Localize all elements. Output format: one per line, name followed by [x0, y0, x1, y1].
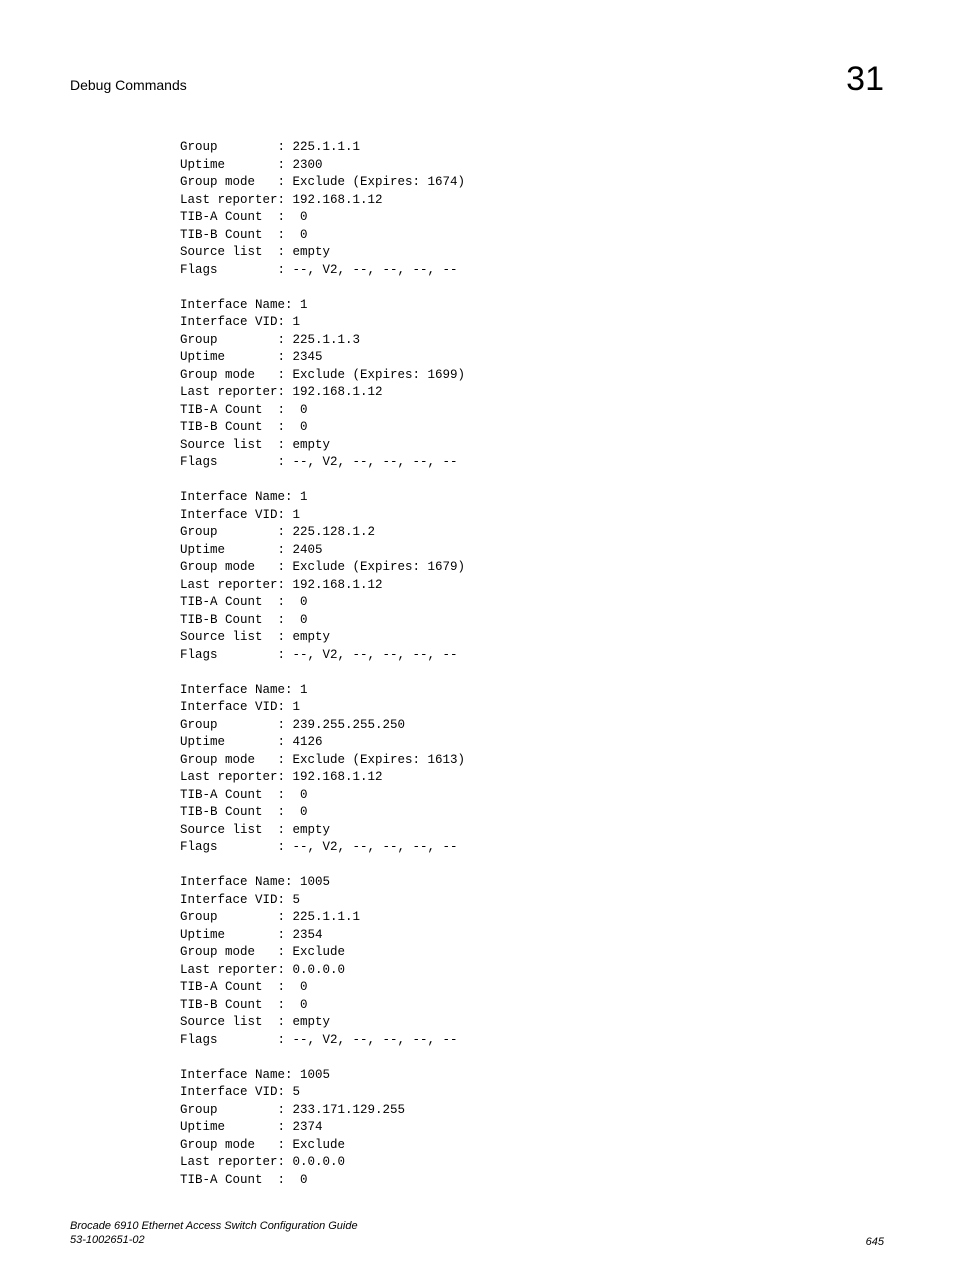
- page-header: Debug Commands 31: [70, 60, 884, 99]
- footer-doc-id: 53-1002651-02: [70, 1233, 358, 1247]
- page-number: 645: [866, 1236, 884, 1248]
- footer-doc-title: Brocade 6910 Ethernet Access Switch Conf…: [70, 1219, 358, 1233]
- terminal-output: Group : 225.1.1.1 Uptime : 2300 Group mo…: [180, 139, 884, 1189]
- header-title: Debug Commands: [70, 77, 187, 93]
- footer-doc-info: Brocade 6910 Ethernet Access Switch Conf…: [70, 1219, 358, 1248]
- page: Debug Commands 31 Group : 225.1.1.1 Upti…: [0, 0, 954, 1288]
- chapter-number: 31: [846, 60, 884, 99]
- page-footer: Brocade 6910 Ethernet Access Switch Conf…: [70, 1219, 884, 1248]
